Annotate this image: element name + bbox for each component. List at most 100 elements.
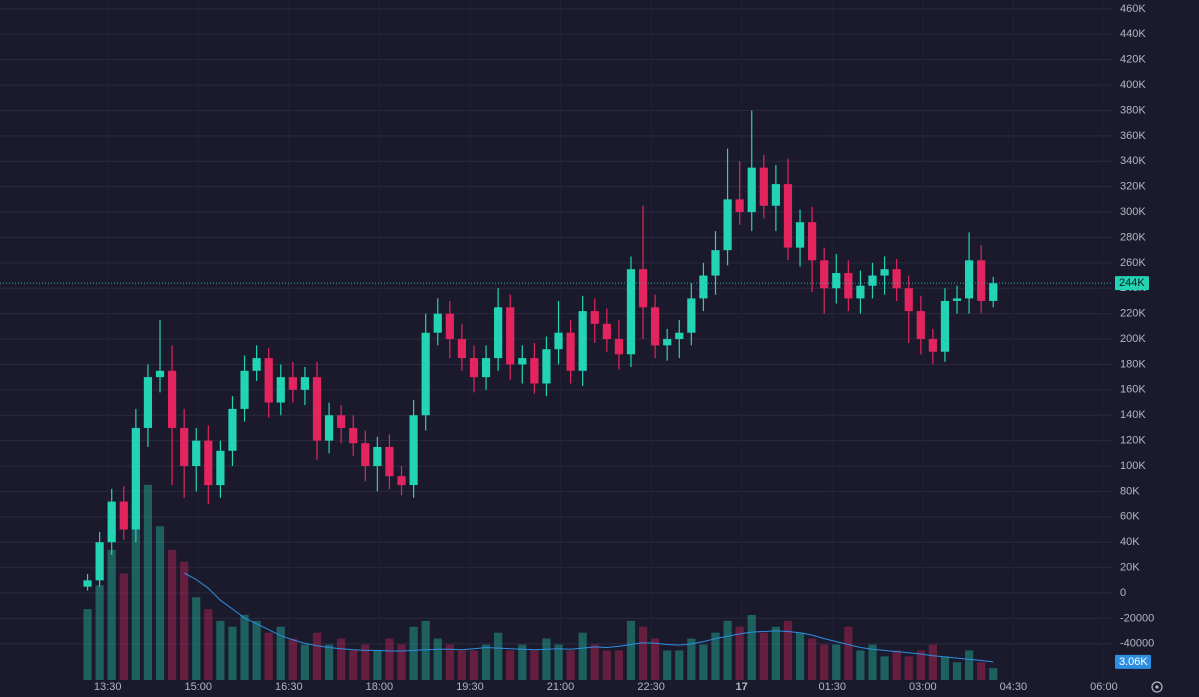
candle-body (494, 307, 503, 359)
y-tick-label: -20000 (1120, 612, 1154, 624)
candle-body (288, 377, 297, 390)
candle-body (723, 199, 732, 251)
candle-body (892, 269, 901, 289)
candle-body (952, 298, 962, 301)
volume-bar (795, 632, 805, 680)
volume-bar (445, 644, 454, 680)
volume-bar (771, 626, 780, 680)
volume-bar (131, 502, 140, 680)
candle-body (180, 427, 189, 467)
y-tick-label: 20K (1120, 562, 1140, 574)
y-tick-label: 220K (1120, 308, 1146, 320)
settings-icon[interactable] (1151, 681, 1163, 693)
volume-bar (506, 650, 515, 680)
volume-bar (808, 638, 817, 680)
candle-body (795, 222, 805, 248)
last-price-label: 244K (1119, 277, 1145, 289)
y-tick-label: 260K (1120, 257, 1146, 269)
volume-bar (928, 644, 937, 680)
volume-bar (421, 620, 430, 680)
candle-body (940, 300, 950, 352)
axes: 460K 440K 420K 400K 380K 360K 340K 320K 300K 280K… (94, 3, 1154, 693)
candle-body (252, 358, 261, 371)
volume-bar (783, 620, 793, 680)
candle-body (481, 358, 491, 378)
volume-bar (989, 668, 998, 680)
candle-layer (0, 110, 1112, 591)
x-tick-label: 18:00 (366, 681, 394, 693)
candle-body (385, 446, 394, 477)
x-tick-label: 21:00 (547, 681, 575, 693)
candle-body (167, 370, 177, 428)
candle-body (530, 358, 539, 384)
candle-body (844, 273, 853, 299)
volume-ma-line (183, 572, 994, 663)
x-tick-label: 22:30 (637, 681, 665, 693)
y-tick-label: 300K (1120, 206, 1146, 218)
y-tick-label: 0 (1120, 587, 1126, 599)
candle-body (771, 184, 780, 206)
volume-bar (324, 644, 334, 680)
candle-body (904, 288, 913, 312)
candle-body (433, 313, 442, 333)
candle-body (651, 307, 660, 346)
volume-bar (904, 656, 913, 680)
candle-body (216, 450, 225, 486)
y-tick-label: 200K (1120, 333, 1146, 345)
candle-body (83, 580, 92, 587)
candle-body (397, 476, 406, 486)
y-tick-label: 400K (1120, 79, 1146, 91)
volume-bar (481, 644, 491, 680)
y-tick-label: 340K (1120, 155, 1146, 167)
volume-bar (337, 638, 346, 680)
volume-bar (143, 484, 153, 680)
x-tick-label: 04:30 (1000, 681, 1028, 693)
volume-bar (397, 644, 406, 680)
candle-body (312, 377, 322, 441)
volume-bar (723, 620, 732, 680)
candle-body (337, 415, 346, 428)
volume-bar (578, 632, 587, 680)
volume-bar (469, 650, 479, 680)
candle-body (95, 542, 104, 581)
volume-bar (312, 632, 322, 680)
candle-body (687, 298, 696, 333)
candle-body (663, 339, 672, 346)
candle-body (808, 222, 817, 261)
volume-bar (820, 644, 829, 680)
x-tick-label: 16:30 (275, 681, 303, 693)
y-tick-label: 380K (1120, 104, 1146, 116)
candle-body (614, 339, 624, 355)
volume-bar (566, 650, 575, 680)
settings-icon-dot (1155, 685, 1159, 689)
volume-bar (385, 638, 394, 680)
last-price-box (1115, 276, 1149, 291)
volume-bar (868, 644, 877, 680)
volume-layer (83, 484, 998, 680)
volume-bar (952, 662, 962, 680)
y-tick-label: 180K (1120, 358, 1146, 370)
candle-body (445, 313, 454, 340)
volume-ma-label: 3.06K (1119, 656, 1148, 668)
y-tick-label: 280K (1120, 231, 1146, 243)
y-tick-label: 100K (1120, 460, 1146, 472)
volume-bar (602, 650, 611, 680)
candle-body (590, 311, 599, 324)
volume-bar (735, 626, 744, 680)
candle-body (759, 167, 768, 206)
volume-bar (554, 644, 563, 680)
candle-body (856, 285, 865, 299)
candle-body (349, 427, 358, 444)
candle-body (240, 370, 249, 409)
volume-bar (83, 609, 92, 680)
volume-bar (964, 650, 974, 680)
volume-bar (288, 638, 297, 680)
candle-body (880, 269, 889, 276)
volume-bar (95, 585, 104, 680)
volume-bar (832, 644, 841, 680)
x-tick-label: 19:30 (456, 681, 484, 693)
y-tick-label: 360K (1120, 130, 1146, 142)
volume-bar (119, 573, 128, 680)
